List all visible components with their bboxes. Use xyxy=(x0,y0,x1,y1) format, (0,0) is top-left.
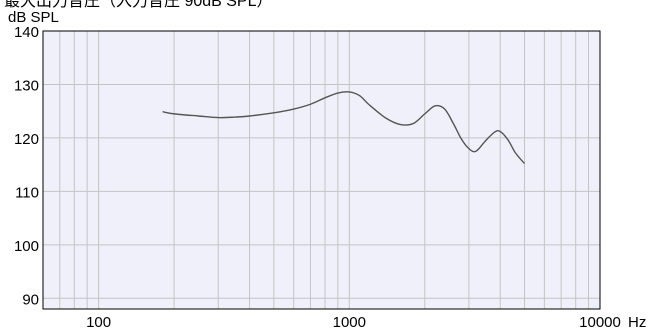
y-axis-label: dB SPL xyxy=(8,9,59,26)
y-tick-label: 90 xyxy=(22,291,39,308)
y-tick-label: 120 xyxy=(14,131,39,148)
chart-title-fragment: 最大出力音圧（入力音圧 90dB SPL） xyxy=(4,0,273,10)
y-tick-label: 100 xyxy=(14,238,39,255)
x-tick-label: 100 xyxy=(86,314,111,329)
plot-background xyxy=(43,31,600,309)
y-tick-label: 130 xyxy=(14,77,39,94)
series-line xyxy=(162,91,526,165)
y-tick-label: 140 xyxy=(14,24,39,41)
x-tick-label: 1000 xyxy=(333,314,366,329)
x-axis-unit-label: Hz xyxy=(628,314,646,329)
y-tick-label: 110 xyxy=(15,184,39,201)
x-tick-label: 10000 xyxy=(579,314,621,329)
plot-frame xyxy=(42,30,601,310)
